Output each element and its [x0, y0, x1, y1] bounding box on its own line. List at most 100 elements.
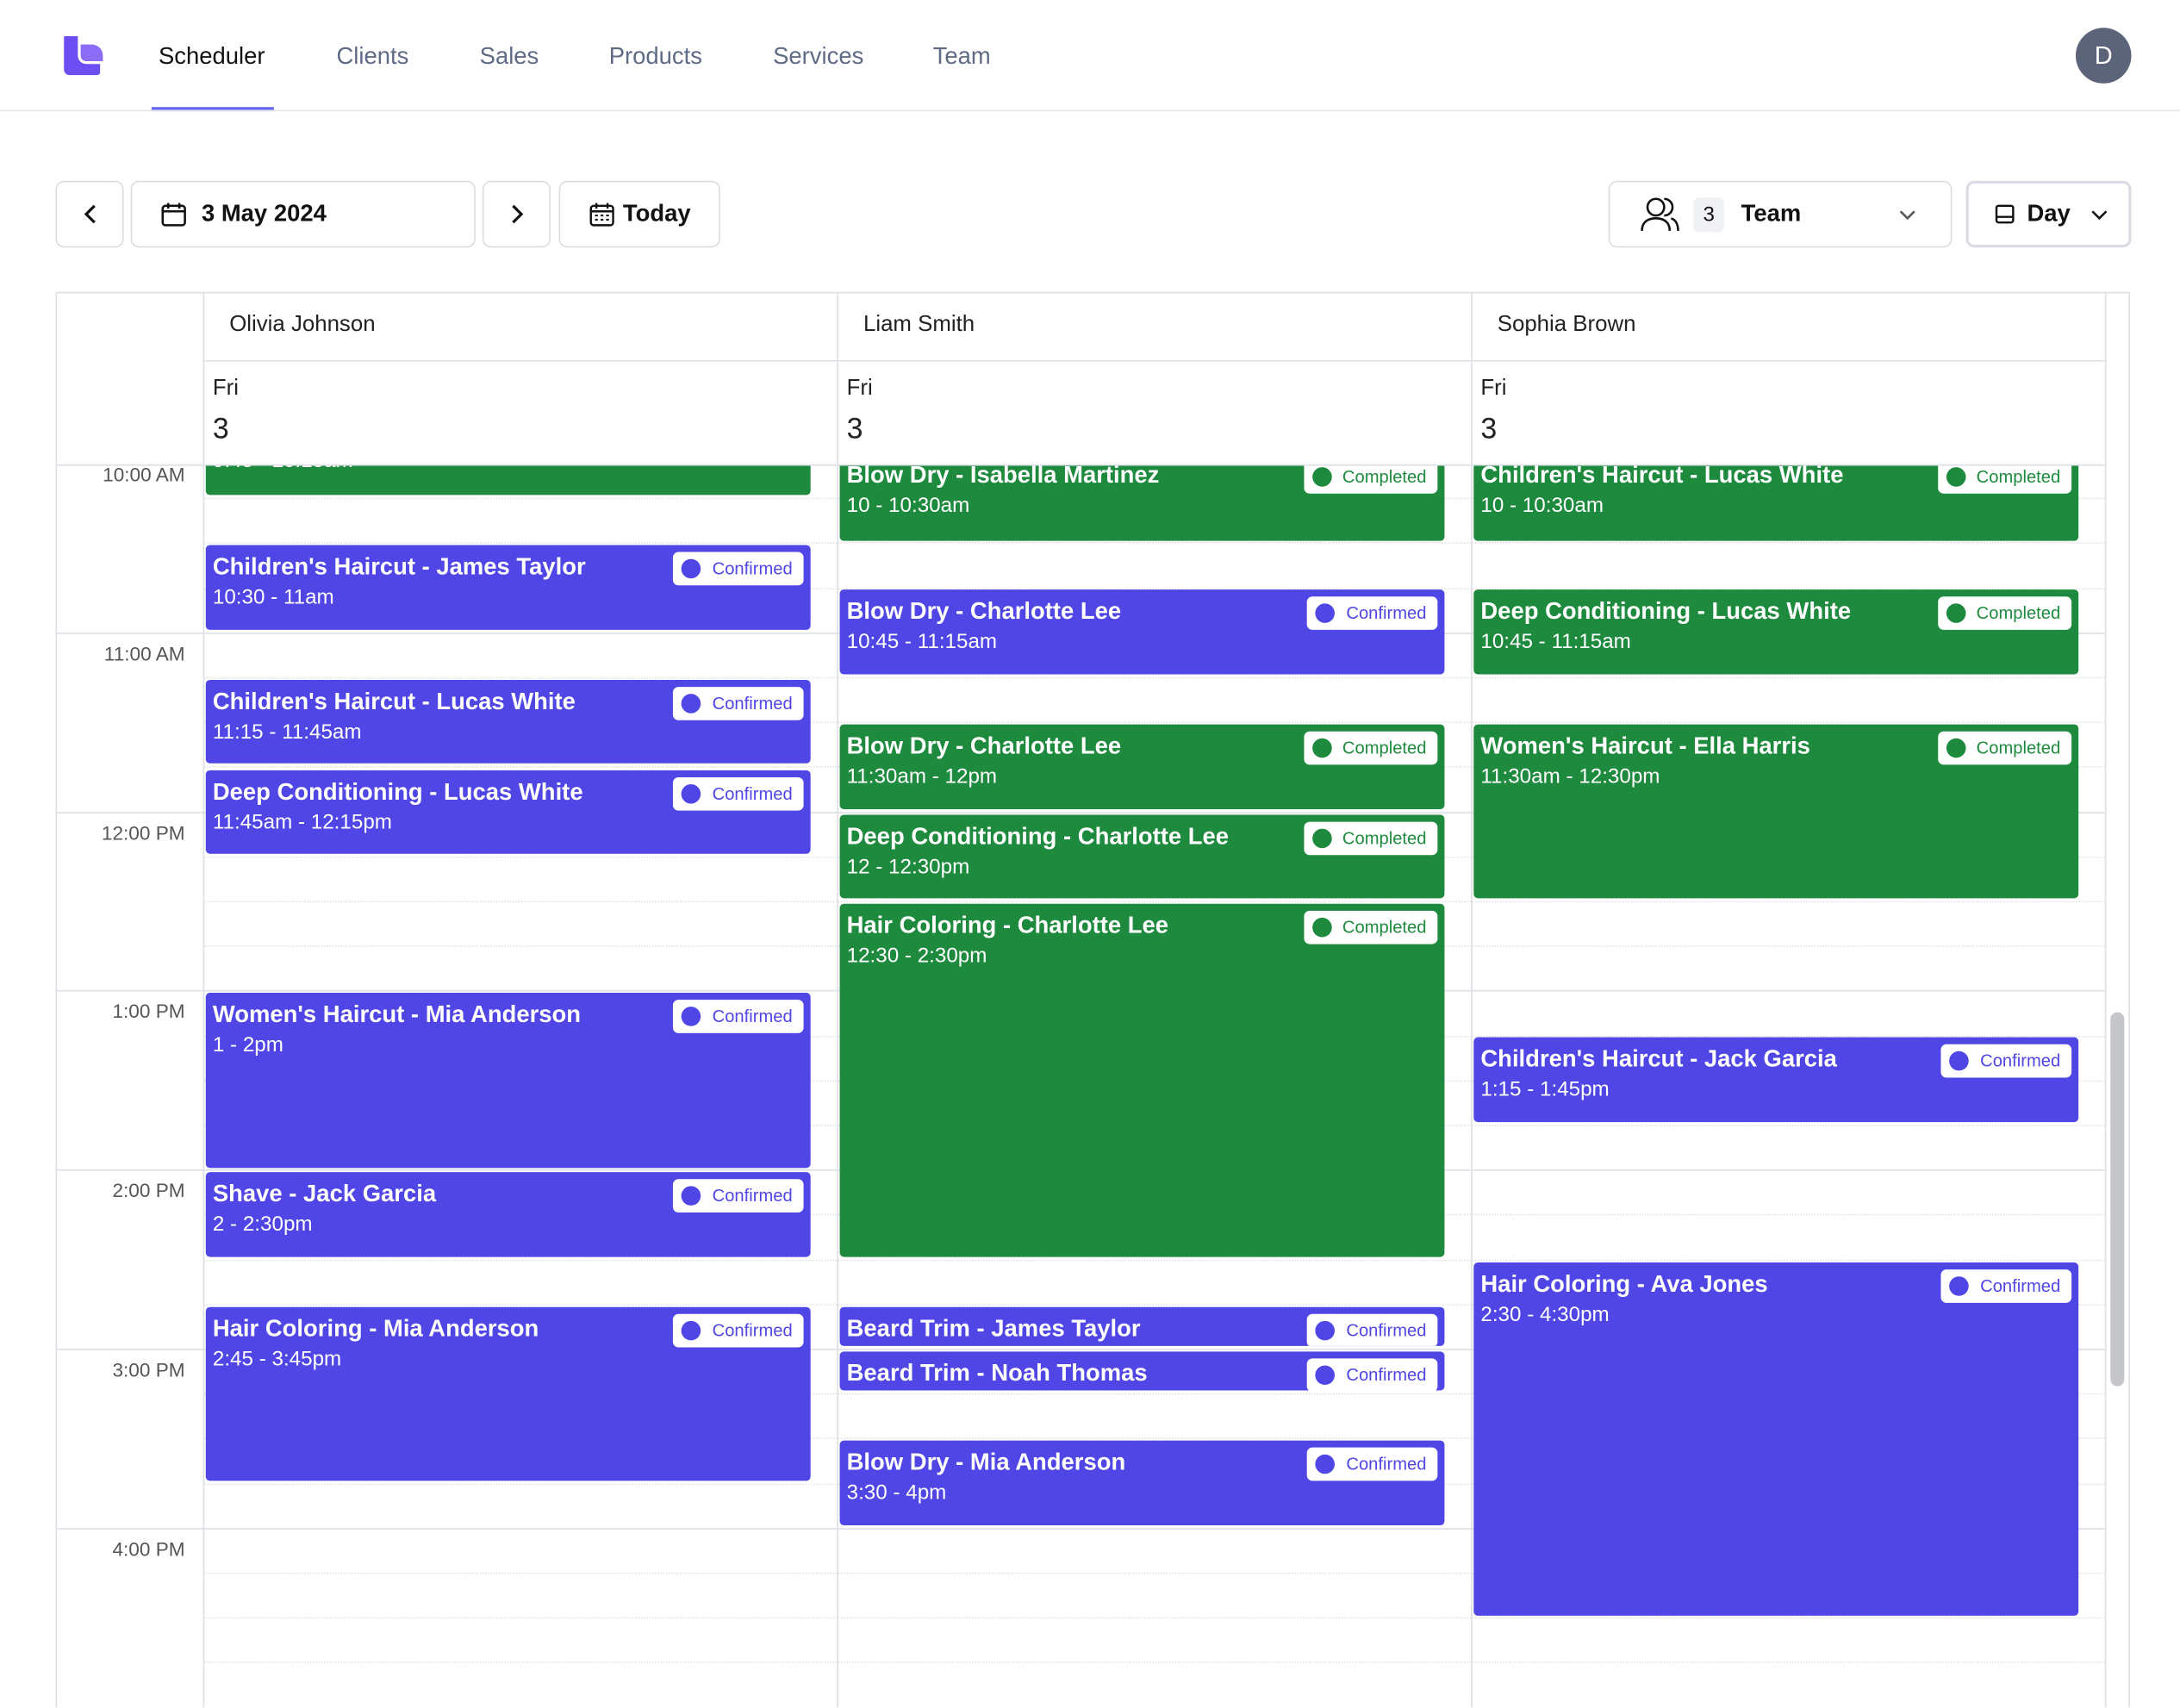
nav-item[interactable]: Clients [336, 43, 409, 70]
quarter-line [202, 1437, 2105, 1440]
next-button[interactable] [482, 180, 551, 248]
team-select[interactable]: 3 Team [1608, 180, 1953, 248]
day-number: 3 [212, 413, 229, 446]
status-badge: Completed [1303, 731, 1438, 765]
status-label: Completed [1342, 828, 1427, 849]
appointment[interactable]: Children's Haircut - Lucas White 10 - 10:… [1473, 465, 2079, 541]
appointment[interactable]: Deep Conditioning - Lucas White 10:45 - 1… [1473, 589, 2079, 675]
appointment-time: 11:15 - 11:45am [212, 720, 362, 745]
quarter-line [202, 1661, 2105, 1664]
appointment-time: 1 - 2pm [212, 1032, 283, 1057]
appointment[interactable]: Hair Coloring - Charlotte Lee 12:30 - 2:3… [839, 903, 1445, 1257]
time-label: 4:00 PM [112, 1537, 185, 1561]
appointment[interactable]: Hair Coloring - Mia Anderson 2:45 - 3:45p… [205, 1306, 811, 1481]
active-tab-indicator [151, 107, 274, 112]
status-badge: Confirmed [1307, 1313, 1438, 1346]
status-icon [1946, 603, 1965, 623]
nav-item[interactable]: Sales [479, 43, 539, 70]
status-label: Confirmed [1346, 1320, 1427, 1341]
status-badge: Confirmed [673, 776, 804, 811]
appointment[interactable]: Shave - Jack Garcia 2 - 2:30pm Confirmed [205, 1172, 811, 1257]
status-icon [682, 1007, 701, 1026]
status-badge: Confirmed [673, 1313, 804, 1348]
status-label: Confirmed [712, 784, 793, 804]
column-divider [1471, 291, 1473, 1708]
appointment-time: 10 - 10:30am [1480, 493, 1604, 518]
status-label: Confirmed [712, 1320, 793, 1341]
quarter-line [202, 542, 2105, 545]
weekday: Fri [846, 377, 873, 401]
appointment-title: Blow Dry - Charlotte Lee [846, 597, 1122, 625]
today-button[interactable]: Today [558, 180, 720, 248]
appointment-time: 3:30 - 4pm [846, 1480, 947, 1505]
status-icon [682, 784, 701, 804]
status-icon [1315, 1454, 1336, 1474]
appointment[interactable]: Women's Haircut - Ella Harris 11:30am - 1… [1473, 724, 2079, 899]
status-icon [1946, 738, 1965, 758]
status-label: Confirmed [712, 1186, 793, 1206]
time-label: 10:00 AM [103, 465, 185, 486]
status-label: Confirmed [1980, 1276, 2061, 1296]
status-label: Confirmed [712, 1007, 793, 1026]
date-picker[interactable]: 3 May 2024 [130, 180, 476, 248]
appointment-time: 9:45 - 10:15am [213, 466, 353, 473]
nav-item[interactable]: Team [932, 43, 991, 70]
status-badge: Confirmed [1307, 1447, 1438, 1481]
appointment[interactable]: Deep Conditioning - Lucas White 11:45am -… [205, 770, 811, 854]
logo[interactable] [61, 34, 106, 78]
appointment[interactable]: Children's Haircut - Lucas White 11:15 - … [205, 680, 811, 764]
status-label: Confirmed [712, 558, 793, 579]
status-icon [1315, 1320, 1336, 1341]
status-label: Completed [1976, 467, 2061, 487]
appointment[interactable]: Blow Dry - Isabella Martinez 10 - 10:30am… [839, 465, 1445, 541]
prev-button[interactable] [55, 180, 124, 248]
appointment-time: 2 - 2:30pm [212, 1212, 313, 1237]
appointment-time: 10:45 - 11:15am [846, 629, 998, 654]
status-icon [1315, 603, 1336, 623]
team-label: Team [1741, 200, 1802, 228]
appointment[interactable]: Children's Haircut - Jack Garcia 1:15 - 1… [1473, 1037, 2079, 1123]
appointment[interactable]: Hair Coloring - Ava Jones 2:30 - 4:30pm Co… [1473, 1262, 2079, 1616]
appointment-title: Shave - Jack Garcia [212, 1180, 437, 1207]
status-badge: Completed [1937, 596, 2072, 630]
header-divider [202, 359, 2105, 362]
appointment-time: 2:30 - 4:30pm [1480, 1302, 1610, 1327]
appointment[interactable]: Beard Trim - James Taylor2:45 - 3pmConfi… [839, 1306, 1445, 1346]
appointment[interactable]: Women's Haircut - Mia Anderson 1 - 2pm Con… [205, 993, 811, 1169]
status-icon [682, 694, 701, 714]
nav-item[interactable]: Scheduler [158, 43, 265, 70]
hour-line [55, 811, 2105, 813]
status-badge: Completed [1303, 910, 1438, 944]
appointment-title: Women's Haircut - Ella Harris [1480, 732, 1810, 759]
quarter-line [202, 676, 2105, 679]
appointment[interactable]: Blow Dry - Charlotte Lee 11:30am - 12pm Co… [839, 724, 1445, 810]
nav-item[interactable]: Products [608, 43, 702, 70]
appointment-title: Blow Dry - Charlotte Lee [846, 732, 1122, 759]
status-icon [682, 1186, 701, 1206]
status-label: Confirmed [1346, 1365, 1427, 1386]
appointment[interactable]: Beard Trim - Noah Thomas3 - 3:15pmConfir… [839, 1351, 1445, 1391]
appointment[interactable]: Blow Dry - Charlotte Lee 10:45 - 11:15am C… [839, 589, 1445, 675]
status-label: Completed [1976, 603, 2061, 623]
appointment[interactable]: Deep Conditioning - Charlotte Lee 12 - 12… [839, 814, 1445, 899]
scrollbar-thumb[interactable] [2110, 1012, 2125, 1387]
appointment-time: 12 - 12:30pm [846, 855, 970, 879]
quarter-line [202, 1393, 2105, 1395]
status-badge: Completed [1303, 821, 1438, 856]
status-badge: Confirmed [1940, 1044, 2072, 1078]
weekday: Fri [1480, 377, 1507, 401]
nav-item[interactable]: Services [773, 43, 864, 70]
time-label: 3:00 PM [112, 1358, 185, 1381]
time-label: 1:00 PM [112, 1000, 185, 1023]
appointment[interactable]: Children's Haircut - James Taylor 10:30 -… [205, 545, 811, 630]
status-badge: Confirmed [1307, 1358, 1438, 1391]
avatar[interactable]: D [2075, 28, 2132, 84]
appointment[interactable]: Blow Dry - Mia Anderson 3:30 - 4pm Confirm… [839, 1440, 1445, 1526]
status-badge: Confirmed [673, 552, 804, 586]
view-select[interactable]: Day [1965, 180, 2132, 248]
status-icon [682, 1320, 701, 1341]
appointment-time: 10 - 10:30am [846, 493, 970, 518]
weekday: Fri [212, 377, 239, 401]
